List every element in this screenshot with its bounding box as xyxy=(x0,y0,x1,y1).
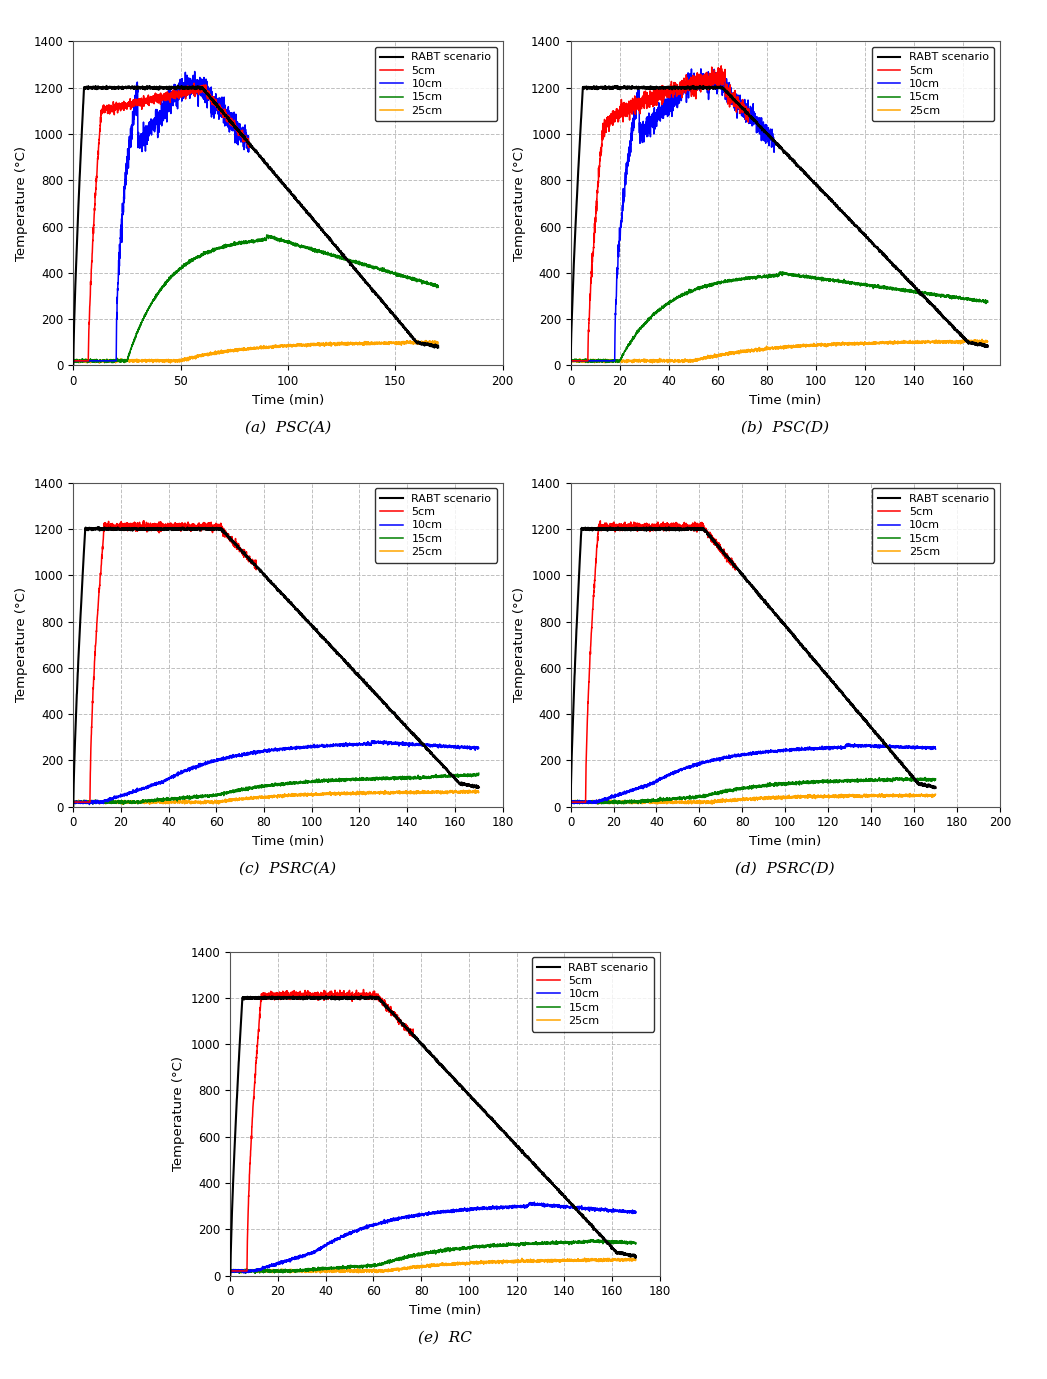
Text: (a)  PSC(A): (a) PSC(A) xyxy=(245,421,331,434)
Y-axis label: Temperature (°C): Temperature (°C) xyxy=(513,146,526,261)
Legend: RABT scenario, 5cm, 10cm, 15cm, 25cm: RABT scenario, 5cm, 10cm, 15cm, 25cm xyxy=(872,47,995,121)
Text: (c)  PSRC(A): (c) PSRC(A) xyxy=(240,862,336,876)
Text: (e)  RC: (e) RC xyxy=(418,1331,472,1345)
Text: (b)  PSC(D): (b) PSC(D) xyxy=(741,421,829,434)
Y-axis label: Temperature (°C): Temperature (°C) xyxy=(16,587,28,702)
Y-axis label: Temperature (°C): Temperature (°C) xyxy=(173,1056,185,1171)
Legend: RABT scenario, 5cm, 10cm, 15cm, 25cm: RABT scenario, 5cm, 10cm, 15cm, 25cm xyxy=(872,488,995,563)
X-axis label: Time (min): Time (min) xyxy=(749,836,822,848)
X-axis label: Time (min): Time (min) xyxy=(408,1305,482,1317)
Y-axis label: Temperature (°C): Temperature (°C) xyxy=(16,146,28,261)
Legend: RABT scenario, 5cm, 10cm, 15cm, 25cm: RABT scenario, 5cm, 10cm, 15cm, 25cm xyxy=(375,47,497,121)
X-axis label: Time (min): Time (min) xyxy=(251,836,325,848)
Y-axis label: Temperature (°C): Temperature (°C) xyxy=(513,587,526,702)
X-axis label: Time (min): Time (min) xyxy=(251,394,325,407)
X-axis label: Time (min): Time (min) xyxy=(749,394,822,407)
Text: (d)  PSRC(D): (d) PSRC(D) xyxy=(735,862,836,876)
Legend: RABT scenario, 5cm, 10cm, 15cm, 25cm: RABT scenario, 5cm, 10cm, 15cm, 25cm xyxy=(375,488,497,563)
Legend: RABT scenario, 5cm, 10cm, 15cm, 25cm: RABT scenario, 5cm, 10cm, 15cm, 25cm xyxy=(532,957,654,1031)
